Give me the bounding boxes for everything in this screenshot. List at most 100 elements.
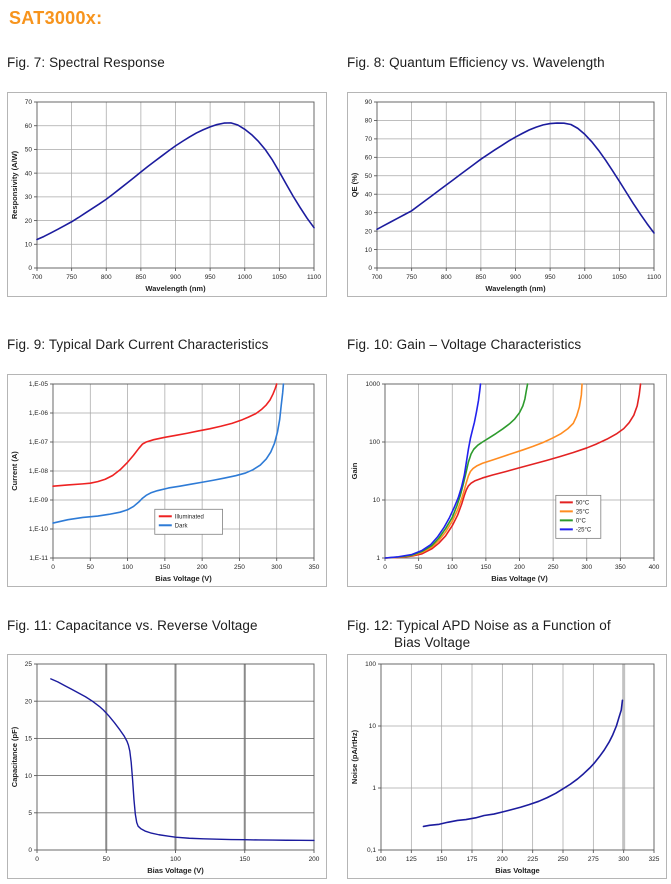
svg-text:0: 0 [368, 265, 372, 272]
svg-text:150: 150 [159, 564, 170, 571]
chart-panel: 100 125 150 175 200 225 250 275 300 325 0,1 1 10 100 B… [347, 654, 667, 879]
svg-text:1,E-05: 1,E-05 [29, 381, 49, 388]
figure-fig7: Fig. 7: Spectral Response 700 750 800 850 900… [7, 54, 327, 297]
svg-text:300: 300 [618, 856, 629, 863]
svg-text:225: 225 [527, 856, 538, 863]
svg-text:1000: 1000 [238, 274, 253, 281]
chart-legend: Illuminated Dark [154, 508, 223, 535]
chart-legend: 50°C 25°C 0°C -25°C [555, 494, 602, 539]
svg-text:1,E-09: 1,E-09 [29, 497, 49, 504]
svg-text:1: 1 [376, 555, 380, 562]
figure-caption: Fig. 7: Spectral Response [7, 54, 327, 92]
svg-text:Wavelength (nm): Wavelength (nm) [485, 284, 546, 293]
svg-text:1050: 1050 [272, 274, 287, 281]
svg-text:250: 250 [548, 564, 559, 571]
svg-text:Bias Voltage (V): Bias Voltage (V) [491, 574, 548, 583]
svg-text:150: 150 [436, 856, 447, 863]
figure-fig9: Fig. 9: Typical Dark Current Characteris… [7, 336, 327, 587]
chart-svg: 100 125 150 175 200 225 250 275 300 325 0,1 1 10 100 B… [350, 661, 660, 875]
svg-text:800: 800 [101, 274, 112, 281]
svg-text:10: 10 [365, 247, 373, 254]
svg-text:20: 20 [25, 698, 33, 705]
svg-text:1,E-06: 1,E-06 [29, 410, 49, 417]
figure-caption: Fig. 8: Quantum Efficiency vs. Wavelengt… [347, 54, 667, 92]
svg-text:1,E-08: 1,E-08 [29, 468, 49, 475]
figure-caption-line: Fig. 10: Gain – Voltage Characteristics [347, 337, 582, 352]
svg-text:125: 125 [406, 856, 417, 863]
svg-text:50: 50 [87, 564, 95, 571]
svg-text:1,E-11: 1,E-11 [29, 555, 48, 562]
page-title: SAT3000x: [9, 8, 103, 28]
figure-caption: Fig. 10: Gain – Voltage Characteristics [347, 336, 667, 374]
svg-text:50: 50 [415, 564, 423, 571]
svg-text:Responsivity (A/W): Responsivity (A/W) [10, 150, 19, 219]
svg-text:40: 40 [365, 191, 373, 198]
svg-text:250: 250 [558, 856, 569, 863]
svg-text:325: 325 [649, 856, 660, 863]
svg-text:100: 100 [122, 564, 133, 571]
svg-text:175: 175 [467, 856, 478, 863]
svg-text:30: 30 [365, 210, 373, 217]
svg-text:350: 350 [309, 564, 320, 571]
svg-text:70: 70 [365, 136, 373, 143]
svg-text:0: 0 [51, 564, 55, 571]
svg-text:80: 80 [365, 118, 373, 125]
svg-text:200: 200 [514, 564, 525, 571]
svg-text:25: 25 [25, 661, 33, 668]
svg-text:1050: 1050 [612, 274, 627, 281]
svg-text:100: 100 [447, 564, 458, 571]
svg-text:300: 300 [581, 564, 592, 571]
svg-text:60: 60 [365, 155, 373, 162]
svg-text:100: 100 [365, 661, 376, 668]
chart-svg: 700 750 800 850 900 950 1000 1050 1100 0 10 20 30 40 5… [350, 99, 661, 293]
svg-text:15: 15 [25, 736, 33, 743]
svg-text:1000: 1000 [366, 381, 381, 388]
figure-caption: Fig. 12: Typical APD Noise as a Function… [347, 617, 667, 654]
svg-text:60: 60 [25, 123, 33, 130]
svg-text:20: 20 [365, 228, 373, 235]
svg-text:1,E-10: 1,E-10 [29, 526, 49, 533]
figure-caption-line: Fig. 7: Spectral Response [7, 55, 165, 70]
svg-text:350: 350 [615, 564, 626, 571]
svg-text:700: 700 [372, 274, 383, 281]
svg-text:5: 5 [28, 810, 32, 817]
svg-text:800: 800 [441, 274, 452, 281]
svg-text:750: 750 [66, 274, 77, 281]
figure-caption-line: Fig. 9: Typical Dark Current Characteris… [7, 337, 269, 352]
svg-text:1000: 1000 [578, 274, 593, 281]
svg-text:400: 400 [649, 564, 660, 571]
svg-text:200: 200 [497, 856, 508, 863]
svg-text:0: 0 [383, 564, 387, 571]
figure-caption: Fig. 9: Typical Dark Current Characteris… [7, 336, 327, 374]
svg-text:50: 50 [25, 147, 33, 154]
svg-text:Dark: Dark [175, 523, 189, 529]
svg-text:900: 900 [170, 274, 181, 281]
svg-text:40: 40 [25, 170, 33, 177]
chart-panel: 700 750 800 850 900 950 1000 1050 1100 0 10 20 30 40 5… [347, 92, 667, 297]
figure-fig12: Fig. 12: Typical APD Noise as a Function… [347, 617, 667, 879]
svg-text:200: 200 [309, 856, 320, 863]
chart-svg: 0 50 100 150 200 0 5 10 15 20 25 Bias Voltage (V) Ca… [10, 661, 320, 875]
svg-text:50°C: 50°C [576, 501, 590, 507]
svg-text:Noise (pA/rtHz): Noise (pA/rtHz) [350, 729, 359, 784]
figure-caption: Fig. 11: Capacitance vs. Reverse Voltage [7, 617, 327, 654]
svg-text:300: 300 [271, 564, 282, 571]
figure-caption-line: Fig. 12: Typical APD Noise as a Function… [347, 618, 611, 633]
svg-text:20: 20 [25, 218, 33, 225]
chart-panel: 0 50 100 150 200 250 300 350 400 1 10 100 1000 Bias V… [347, 374, 667, 587]
svg-text:0°C: 0°C [576, 519, 587, 525]
chart-panel: 0 50 100 150 200 250 300 350 1,E-11 1,E-10 1,E-09 1… [7, 374, 327, 587]
svg-text:275: 275 [588, 856, 599, 863]
svg-text:700: 700 [32, 274, 43, 281]
svg-text:0: 0 [28, 847, 32, 854]
svg-text:25°C: 25°C [576, 510, 590, 516]
svg-text:100: 100 [369, 439, 380, 446]
svg-text:50: 50 [365, 173, 373, 180]
figure-caption-line: Fig. 8: Quantum Efficiency vs. Wavelengt… [347, 55, 605, 70]
svg-text:Bias Voltage (V): Bias Voltage (V) [155, 574, 212, 583]
svg-text:0,1: 0,1 [367, 847, 376, 854]
svg-text:Bias Voltage (V): Bias Voltage (V) [147, 866, 204, 875]
svg-text:1: 1 [372, 785, 376, 792]
chart-svg: 0 50 100 150 200 250 300 350 400 1 10 100 1000 Bias V… [350, 381, 660, 583]
svg-text:950: 950 [205, 274, 216, 281]
